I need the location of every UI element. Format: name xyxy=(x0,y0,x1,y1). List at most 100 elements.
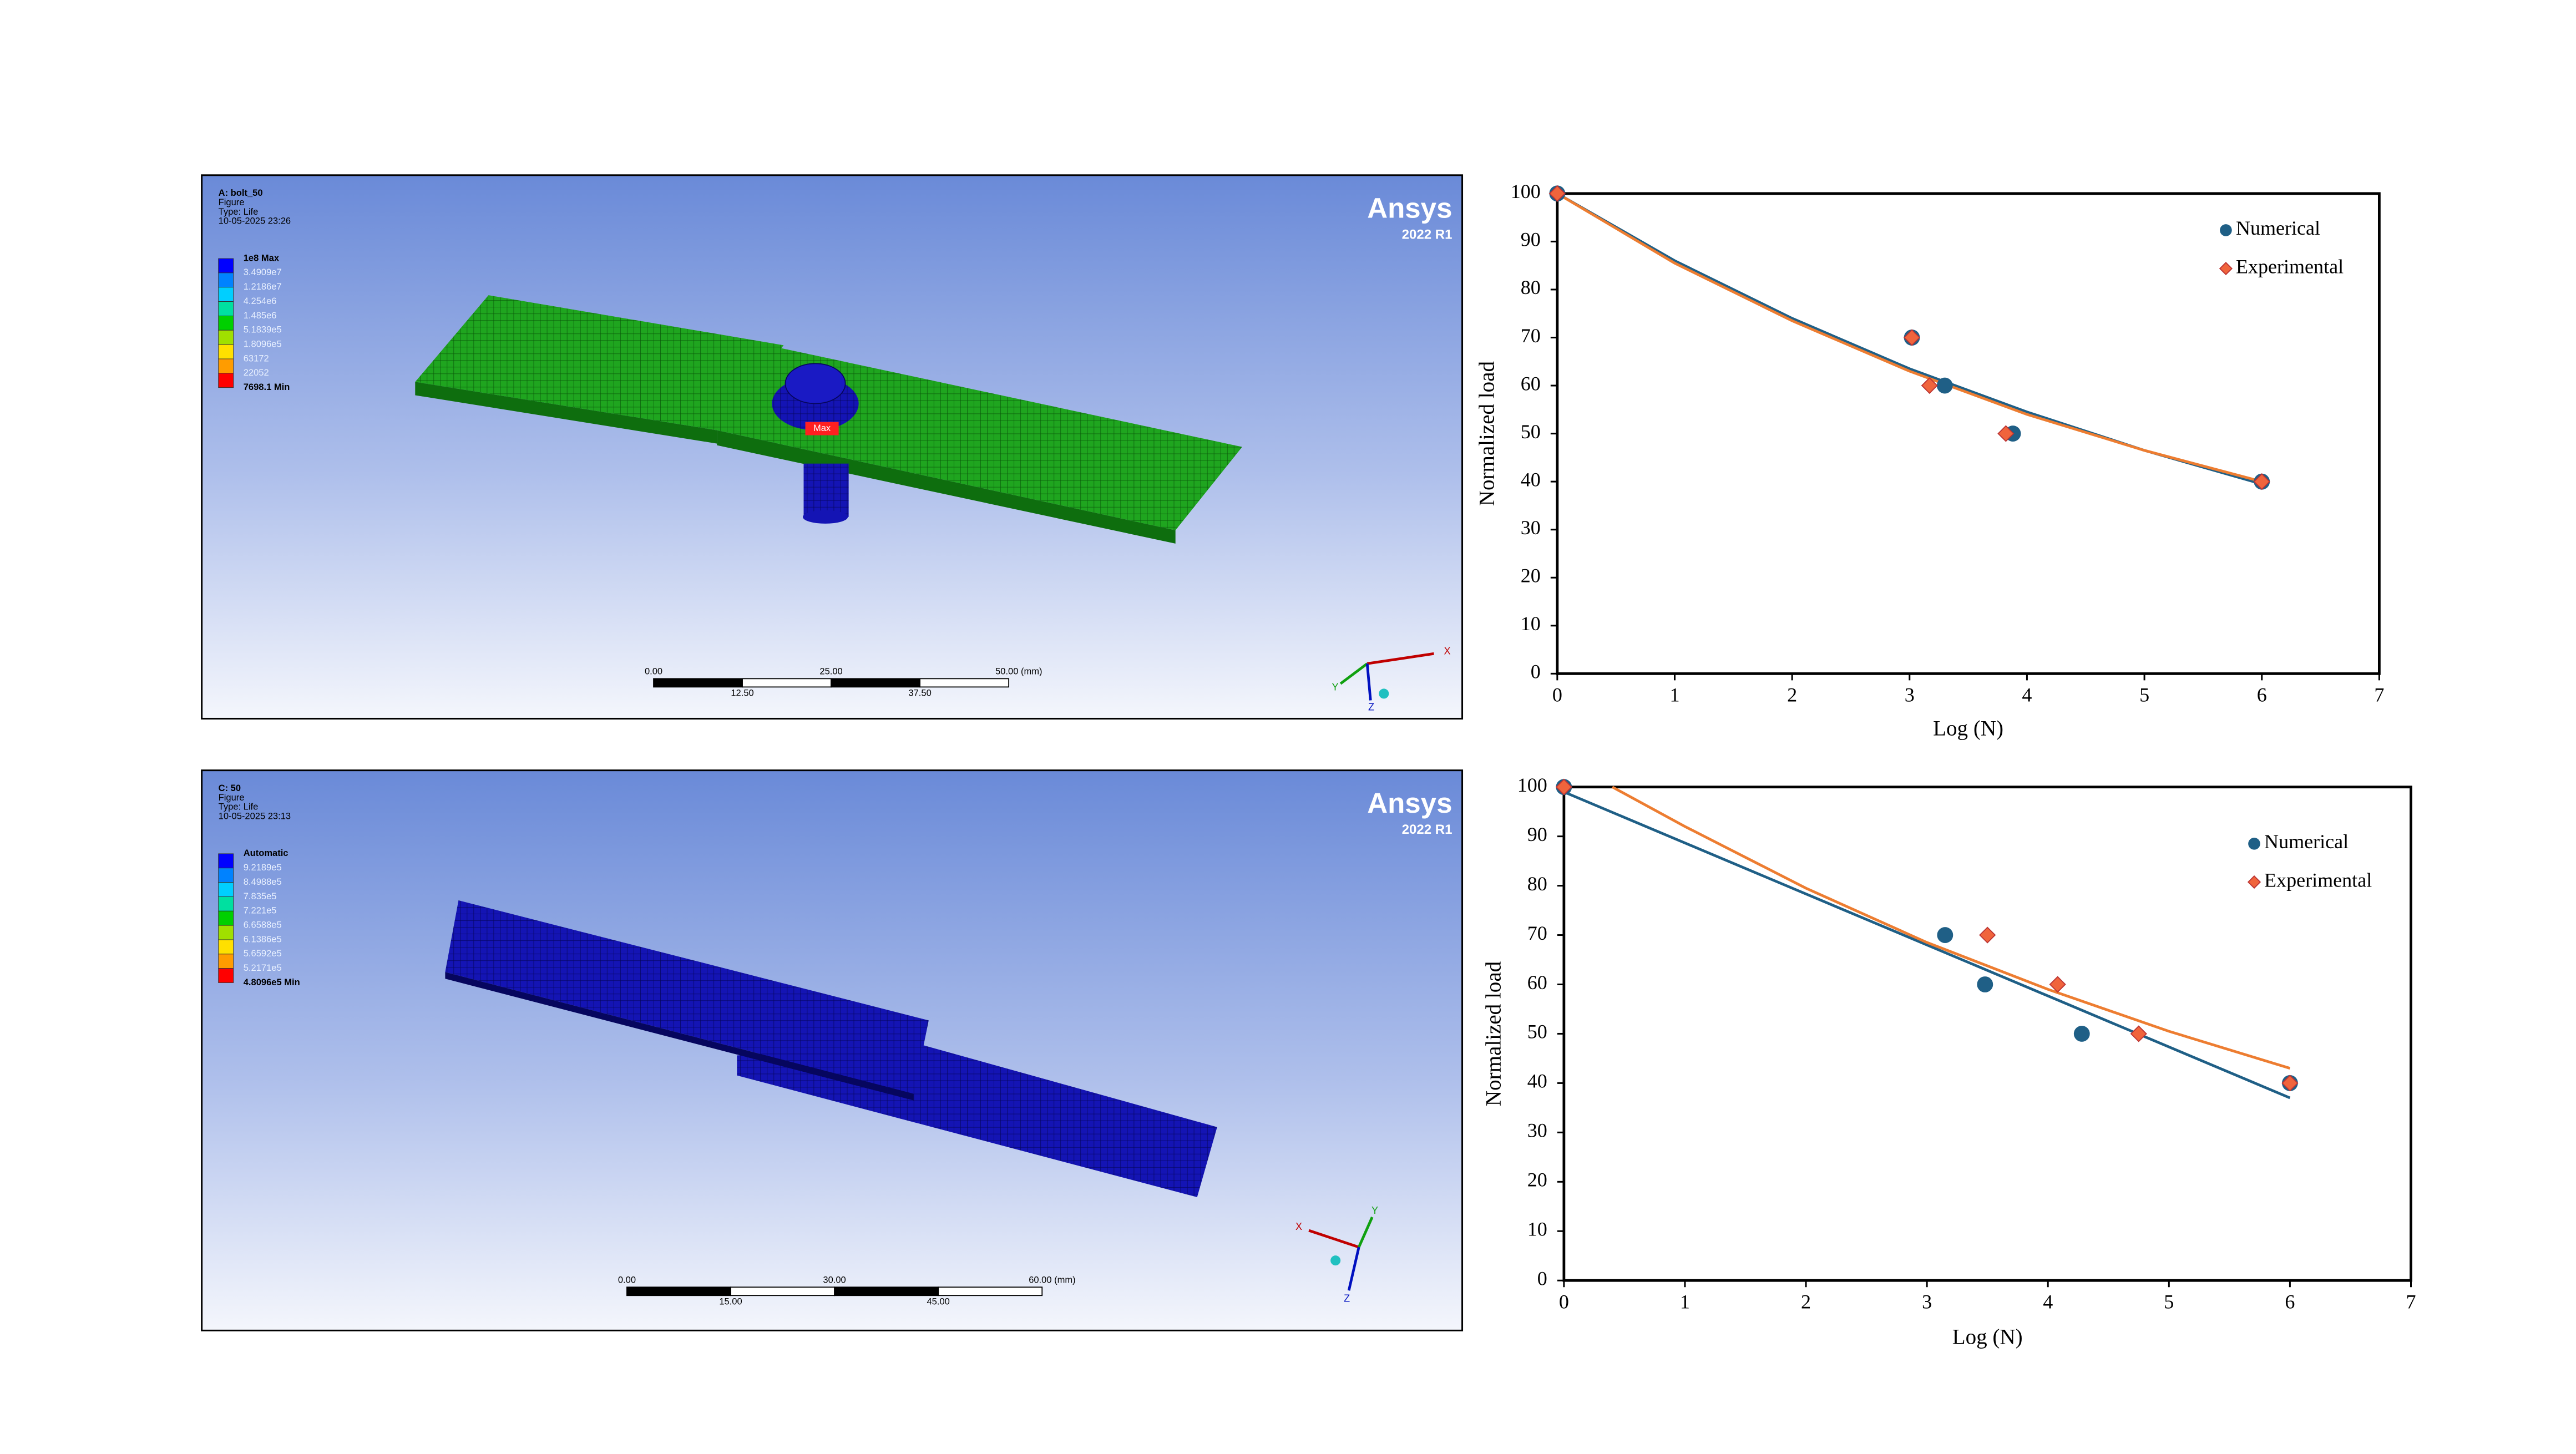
panel-info: Figure xyxy=(219,792,245,803)
legend-swatch xyxy=(218,882,234,897)
y-tick-label: 10 xyxy=(1527,1218,1547,1240)
chart: 0 10 20 30 40 50 60 70 80 90 100 0 1 2 3 4 5 6 7 Log (N) Nor… xyxy=(1482,774,2416,1349)
data-point xyxy=(1936,377,1953,394)
legend-swatch xyxy=(218,330,234,345)
legend-swatch xyxy=(218,896,234,911)
x-tick-label: 2 xyxy=(1801,1291,1811,1313)
panel-info: 10-05-2025 23:13 xyxy=(219,811,291,822)
legend-swatch xyxy=(218,258,234,273)
bolt-head xyxy=(785,363,846,404)
data-point xyxy=(1555,778,1572,796)
axis-label: X xyxy=(1295,1221,1302,1232)
plate-side xyxy=(445,972,914,1101)
axis-label: Z xyxy=(1368,701,1374,712)
legend-label: Experimental xyxy=(2236,255,2344,277)
axis-label: X xyxy=(1444,645,1450,656)
panel-info: Figure xyxy=(219,197,245,207)
axis-triad xyxy=(1365,663,1372,701)
y-axis-label: Normalized load xyxy=(1475,361,1499,506)
plate xyxy=(415,295,784,430)
x-tick-label: 6 xyxy=(2257,684,2267,706)
legend-label: 4.254e6 xyxy=(244,296,277,306)
legend-label: Automatic xyxy=(244,848,289,858)
scale-label: 0.00 xyxy=(645,666,662,677)
axis-label: Y xyxy=(1332,681,1339,692)
scale-bar xyxy=(730,1286,835,1296)
legend-swatch xyxy=(218,315,234,331)
panel-info: 10-05-2025 23:26 xyxy=(219,216,291,226)
plot-frame xyxy=(1562,786,2412,1282)
data-point xyxy=(1979,926,1996,944)
ansys-panel xyxy=(201,174,1464,720)
legend-swatch xyxy=(218,939,234,955)
scale-bar xyxy=(919,678,1010,688)
scale-label: 12.50 xyxy=(731,688,753,698)
data-point xyxy=(1997,425,2015,442)
plate-side xyxy=(415,382,717,444)
scale-bar xyxy=(831,678,921,688)
panel-title: A: bolt_50 xyxy=(219,188,263,198)
scale-label: 25.00 xyxy=(819,666,842,677)
axis-triad xyxy=(1347,1247,1360,1291)
y-tick-label: 60 xyxy=(1527,971,1547,994)
legend-swatch xyxy=(218,868,234,883)
data-point xyxy=(2073,1026,2090,1042)
y-axis-label: Normalized load xyxy=(1482,961,1506,1106)
trendline xyxy=(1556,192,2263,483)
y-tick-label: 70 xyxy=(1521,325,1541,347)
bolt-end xyxy=(802,510,848,524)
scale-label: 15.00 xyxy=(719,1296,742,1307)
data-point xyxy=(1977,976,1993,992)
axis-triad xyxy=(1308,1229,1359,1249)
data-point xyxy=(2130,1025,2147,1042)
legend-swatch xyxy=(218,358,234,374)
y-tick-label: 40 xyxy=(1527,1070,1547,1092)
legend-label: 7.835e5 xyxy=(244,891,277,901)
legend-label: Experimental xyxy=(2264,869,2372,891)
x-tick-label: 7 xyxy=(2374,684,2384,706)
panel-info: Type: Life xyxy=(219,206,259,217)
plate xyxy=(445,900,929,1094)
legend-label: 6.1386e5 xyxy=(244,934,282,944)
x-tick-label: 6 xyxy=(2285,1291,2295,1313)
x-tick-label: 0 xyxy=(1559,1291,1569,1313)
x-tick-label: 3 xyxy=(1922,1291,1932,1313)
brand: Ansys xyxy=(1367,192,1452,224)
y-tick-label: 100 xyxy=(1511,180,1541,202)
trendline xyxy=(1563,791,2291,1100)
legend-label: Numerical xyxy=(2236,217,2320,239)
legend-marker xyxy=(2220,224,2232,236)
axis-label: Y xyxy=(1371,1205,1378,1216)
scale-label: 30.00 xyxy=(823,1275,846,1285)
data-point xyxy=(1937,927,1953,943)
legend-label: 4.8096e5 Min xyxy=(244,977,300,987)
legend-swatch xyxy=(218,954,234,969)
scale-bar xyxy=(938,1286,1043,1296)
legend-label: 9.2189e5 xyxy=(244,862,282,873)
y-tick-label: 80 xyxy=(1527,873,1547,895)
y-tick-label: 20 xyxy=(1521,565,1541,587)
max-label: Max xyxy=(813,423,831,433)
triad-origin xyxy=(1330,1255,1341,1266)
version: 2022 R1 xyxy=(1402,822,1453,837)
version: 2022 R1 xyxy=(1402,227,1453,242)
y-tick-label: 60 xyxy=(1521,372,1541,394)
legend-label: 3.4909e7 xyxy=(244,267,282,277)
y-tick-label: 30 xyxy=(1521,516,1541,539)
trendline xyxy=(1611,786,2291,1070)
legend-label: 1.485e6 xyxy=(244,310,277,321)
axis-label: Z xyxy=(1344,1293,1350,1304)
ansys-panel xyxy=(201,769,1464,1331)
x-tick-label: 5 xyxy=(2139,684,2149,706)
x-tick-label: 2 xyxy=(1787,684,1797,706)
legend-label: 63172 xyxy=(244,353,269,363)
axis-triad xyxy=(1339,662,1368,685)
scale-bar xyxy=(626,1286,731,1296)
y-tick-label: 50 xyxy=(1521,421,1541,443)
x-tick-label: 1 xyxy=(1680,1291,1690,1313)
legend-swatch xyxy=(218,853,234,869)
plate-side xyxy=(717,430,1176,544)
